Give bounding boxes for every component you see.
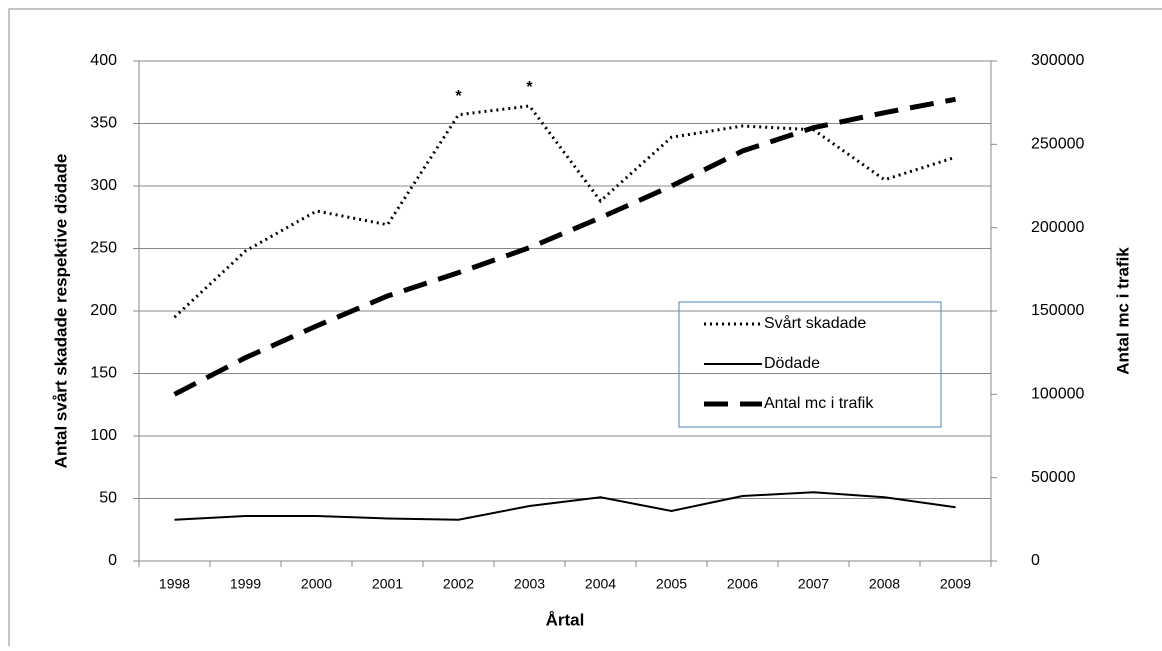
x-tick-label: 2000	[301, 576, 332, 592]
y-tick-label: 200	[90, 302, 117, 319]
series-line	[174, 491, 956, 521]
x-tick-label: 2005	[656, 576, 687, 592]
y-axis-title: Antal svårt skadade respektive dödade	[51, 154, 70, 469]
x-axis-title: Årtal	[546, 610, 585, 629]
y-tick-label: 300	[90, 177, 117, 194]
y2-axis-title: Antal mc i trafik	[1113, 247, 1132, 375]
y-tick-label: 150	[90, 365, 117, 382]
y2-tick-label: 50000	[1031, 469, 1076, 486]
y-tick-label: 250	[90, 240, 117, 257]
x-tick-label: 2004	[585, 576, 616, 592]
x-tick-label: 2002	[443, 576, 474, 592]
y-tick-label: 400	[90, 52, 117, 69]
y-tick-label: 350	[90, 115, 117, 132]
x-tick-label: 2001	[372, 576, 403, 592]
annotation: *	[526, 79, 533, 96]
y2-tick-label: 200000	[1031, 219, 1084, 236]
x-tick-label: 1999	[230, 576, 261, 592]
x-tick-label: 2006	[727, 576, 758, 592]
y2-tick-label: 250000	[1031, 136, 1084, 153]
legend-label: Antal mc i trafik	[764, 395, 874, 412]
frame	[8, 8, 1162, 646]
y-tick-label: 50	[99, 490, 117, 507]
x-tick-label: 2008	[869, 576, 900, 592]
x-tick-label: 2003	[514, 576, 545, 592]
x-tick-label: 1998	[159, 576, 190, 592]
legend-label: Dödade	[764, 355, 820, 372]
x-tick-label: 2009	[940, 576, 971, 592]
legend-label: Svårt skadade	[764, 314, 866, 332]
series-line	[173, 96, 956, 397]
y2-tick-label: 150000	[1031, 302, 1084, 319]
y-tick-label: 100	[90, 427, 117, 444]
annotation: *	[455, 88, 462, 105]
y2-tick-label: 300000	[1031, 52, 1084, 69]
y2-tick-label: 0	[1031, 552, 1040, 569]
x-tick-label: 2007	[798, 576, 829, 592]
y2-tick-label: 100000	[1031, 386, 1084, 403]
y-tick-label: 0	[108, 552, 117, 569]
